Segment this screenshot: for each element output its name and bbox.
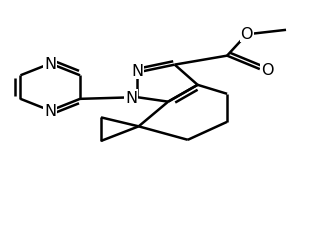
- Text: O: O: [261, 62, 273, 77]
- Text: N: N: [44, 104, 56, 119]
- Text: O: O: [240, 27, 253, 41]
- Text: N: N: [131, 64, 143, 79]
- Text: N: N: [44, 57, 56, 72]
- Text: N: N: [125, 90, 137, 105]
